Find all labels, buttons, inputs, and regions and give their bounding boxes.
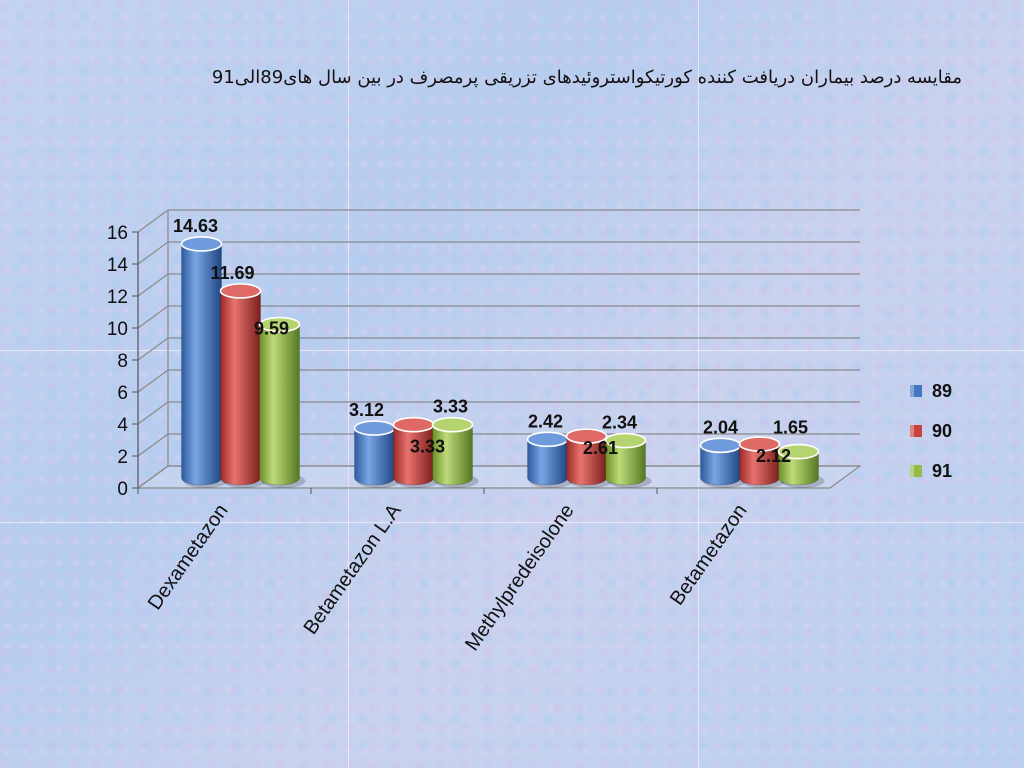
gridline-side	[137, 305, 169, 329]
bar-top	[565, 428, 608, 445]
bar-top	[180, 236, 223, 252]
bar-top	[353, 420, 396, 436]
x-category-label: Betametazon L.A	[300, 500, 406, 639]
bar-90-3	[738, 436, 786, 488]
data-label: 2.04	[703, 417, 738, 437]
bar-series	[180, 236, 825, 488]
gridline-side	[137, 273, 169, 297]
data-label: 3.33	[410, 437, 445, 457]
data-label: 2.42	[528, 411, 563, 431]
legend: 89 90 91	[910, 381, 952, 481]
bar-91-0	[258, 316, 306, 488]
legend-swatch	[910, 425, 922, 437]
bar-body	[259, 324, 300, 486]
y-tick-label: 4	[117, 415, 128, 436]
bar-top	[699, 437, 742, 454]
y-tick-label: 0	[117, 479, 128, 500]
y-tick-label: 16	[107, 223, 128, 244]
legend-label: 89	[932, 381, 952, 401]
bar-91-3	[777, 443, 825, 488]
legend-label: 90	[932, 421, 952, 441]
gridline-side	[137, 337, 169, 361]
data-label: 2.12	[756, 446, 791, 466]
chart-title: مقایسه درصد بیماران دریافت کننده کورتیکو…	[211, 67, 962, 88]
legend-label: 91	[932, 461, 952, 481]
legend-swatch-shine	[910, 385, 914, 397]
data-label: 14.63	[173, 216, 218, 236]
y-tick-label: 10	[107, 319, 128, 340]
bar-body	[778, 451, 819, 486]
legend-swatch-shine	[910, 425, 914, 437]
bar-top	[604, 432, 647, 449]
bar-body	[354, 427, 395, 486]
data-label: 2.61	[583, 438, 618, 458]
y-tick-label: 6	[117, 383, 128, 404]
data-labels: 14.63 11.69 9.59 3.12 3.33 3.33 2.42 2.61 2.34 2.…	[173, 216, 808, 466]
bar-91-1	[431, 416, 479, 488]
legend-swatch	[910, 385, 922, 397]
bar-91-2	[604, 432, 652, 488]
bar-top	[738, 436, 781, 452]
bar-body	[605, 440, 646, 486]
data-label: 9.59	[254, 319, 289, 339]
y-tick-label: 14	[107, 255, 129, 276]
bar-body	[432, 424, 473, 486]
data-label: 2.34	[602, 413, 637, 433]
bar-top	[258, 316, 301, 333]
bar-top	[777, 443, 820, 460]
bar-89-3	[699, 437, 747, 488]
gridline-side	[137, 401, 169, 425]
legend-swatch	[910, 465, 922, 477]
x-category-label: Methylpredeisolone	[461, 500, 579, 655]
x-category-label: Betametazon	[666, 500, 752, 609]
bar-top	[526, 431, 569, 448]
bar-top	[392, 416, 435, 433]
data-label: 3.33	[433, 397, 468, 417]
gridline-side	[137, 465, 169, 489]
y-tick-label: 12	[107, 287, 128, 308]
data-label: 3.12	[349, 400, 384, 420]
gridline-side	[137, 209, 169, 233]
y-tick-label: 2	[117, 447, 128, 468]
data-label: 1.65	[773, 418, 808, 438]
gridline-side	[137, 241, 169, 265]
legend-swatch-shine	[910, 465, 914, 477]
bar-top	[431, 416, 474, 433]
gridline-side	[137, 369, 169, 393]
bar-top	[219, 283, 262, 299]
gridline-side	[137, 433, 169, 457]
data-label: 11.69	[210, 263, 254, 283]
bar-89-1	[353, 420, 401, 488]
bar-90-1	[392, 416, 440, 488]
x-category-label: Dexametazon	[144, 500, 233, 614]
y-tick-label: 8	[117, 351, 128, 372]
bar-89-2	[526, 431, 574, 488]
bar-90-0	[219, 283, 267, 488]
